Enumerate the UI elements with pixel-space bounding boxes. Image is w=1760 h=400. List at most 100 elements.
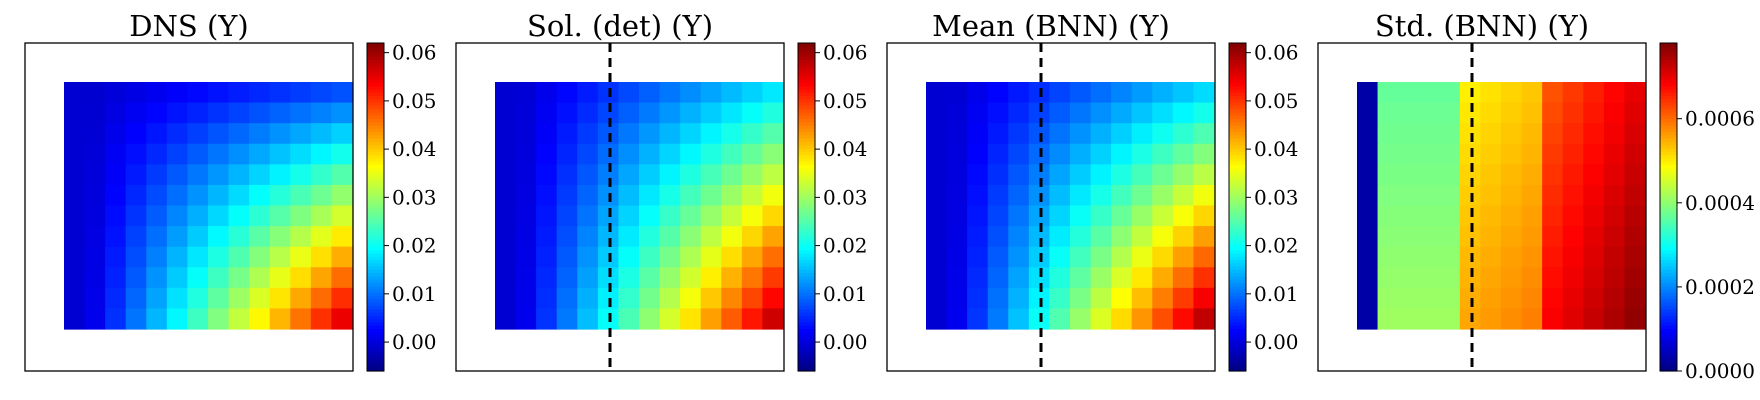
colorbar-segment (1229, 69, 1246, 74)
heatmap-cell (762, 308, 784, 330)
heatmap-cell (1542, 226, 1564, 248)
heatmap-cell (1459, 164, 1482, 186)
heatmap-cell (187, 267, 209, 289)
heatmap-cell (228, 246, 250, 268)
colorbar-segment (1660, 364, 1677, 369)
heatmap-cell (1028, 82, 1051, 104)
colorbar-segment (367, 321, 384, 326)
heatmap-cell (290, 267, 312, 289)
heatmap-cell (721, 102, 743, 124)
colorbar-segment (367, 197, 384, 202)
heatmap-cell (926, 123, 948, 145)
colorbar-segment (798, 315, 815, 320)
colorbar-segment (1229, 220, 1246, 224)
colorbar-segment (367, 85, 384, 90)
heatmap-cell (208, 287, 230, 310)
colorbar-segment (798, 213, 815, 218)
colorbar-segment (798, 223, 815, 228)
heatmap-cell (1603, 102, 1626, 124)
heatmap-cell (310, 246, 333, 268)
heatmap-cell (762, 226, 784, 248)
heatmap-cell (1501, 267, 1523, 289)
heatmap-cell (125, 246, 147, 268)
heatmap-cell (166, 143, 189, 165)
heatmap-cell (1521, 143, 1543, 165)
colorbar-segment (1229, 49, 1246, 54)
heatmap-cell (1049, 246, 1071, 268)
colorbar-segment (1229, 298, 1246, 303)
heatmap-cell (1152, 308, 1174, 330)
colorbar-segment (798, 364, 815, 369)
heatmap-cell (659, 267, 681, 289)
heatmap-cell (987, 123, 1009, 145)
heatmap-cell (187, 82, 209, 104)
colorbar-segment (367, 59, 384, 64)
colorbar-segment (798, 138, 815, 142)
heatmap-cell (269, 226, 291, 248)
colorbar-segment (1660, 321, 1677, 326)
colorbar-segment (367, 246, 384, 251)
heatmap-cell (1193, 164, 1215, 186)
heatmap-cell (1193, 308, 1215, 330)
heatmap-cell (556, 267, 578, 289)
colorbar-segment (1660, 338, 1677, 343)
heatmap-cell (290, 226, 312, 248)
heatmap-cell (639, 308, 661, 330)
heatmap-cell (1603, 246, 1626, 268)
heatmap-cell (577, 246, 599, 268)
heatmap-cell (700, 287, 722, 310)
heatmap-cell (926, 226, 948, 248)
colorbar-segment (1660, 43, 1677, 47)
colorbar-segment (798, 128, 815, 133)
colorbar-segment (367, 141, 384, 146)
colorbar-segment (1229, 180, 1246, 185)
colorbar-segment (367, 62, 384, 67)
heatmap-cell (1459, 287, 1482, 310)
colorbar-segment (367, 170, 384, 175)
colorbar-segment (798, 79, 815, 83)
heatmap-cell (1418, 184, 1440, 207)
heatmap-cell (331, 184, 353, 207)
heatmap-cell (659, 205, 681, 227)
heatmap-cell (1459, 205, 1482, 227)
colorbar-segment (1660, 59, 1677, 64)
colorbar-segment (1660, 275, 1677, 280)
heatmap-cell (1070, 102, 1092, 124)
heatmap-cell (1377, 82, 1399, 104)
colorbar-segment (367, 154, 384, 159)
heatmap-cell (290, 164, 312, 186)
colorbar-segment (1660, 164, 1677, 169)
colorbar-segment (1229, 361, 1246, 366)
heatmap-cell (618, 205, 640, 227)
colorbar-segment (798, 115, 815, 120)
heatmap-cell (741, 82, 764, 104)
heatmap-cell (721, 205, 743, 227)
heatmap-cell (105, 308, 127, 330)
heatmap-cell (187, 287, 209, 310)
heatmap-cell (1152, 184, 1174, 207)
colorbar-segment (367, 285, 384, 290)
heatmap-cell (1562, 205, 1584, 227)
heatmap-cell (1028, 308, 1051, 330)
heatmap-cell (967, 267, 989, 289)
colorbar-segment (1660, 351, 1677, 356)
heatmap-cell (1152, 226, 1174, 248)
colorbar-segment (798, 311, 815, 316)
colorbar-segment (367, 295, 384, 300)
heatmap-cell (310, 287, 333, 310)
colorbar-segment (367, 341, 384, 346)
heatmap-cell (700, 205, 722, 227)
colorbar-segment (367, 95, 384, 100)
heatmap-cell (1398, 267, 1420, 289)
colorbar-tick-label: 0.0002 (1685, 275, 1755, 299)
heatmap-cell (228, 164, 250, 186)
heatmap-cell (1439, 267, 1461, 289)
colorbar-segment (367, 357, 384, 362)
colorbar-segment (1229, 111, 1246, 116)
heatmap-cell (1398, 143, 1420, 165)
heatmap-cell (659, 308, 681, 330)
heatmap-cell (1152, 267, 1174, 289)
heatmap-cell (1172, 184, 1195, 207)
colorbar-segment (1660, 111, 1677, 116)
colorbar-segment (367, 328, 384, 333)
